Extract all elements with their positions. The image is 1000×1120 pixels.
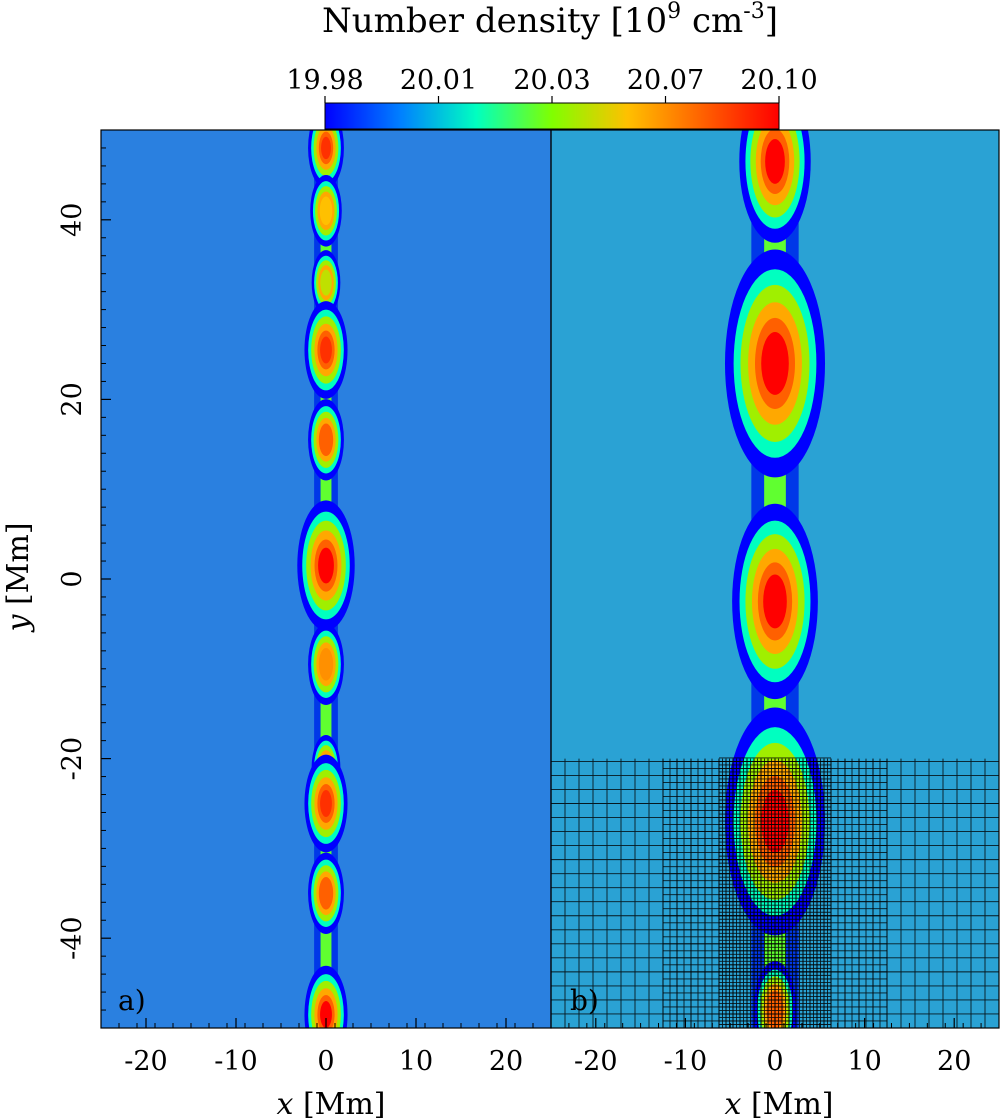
mesh-level	[718, 757, 832, 1028]
amr-mesh-overlay	[551, 757, 999, 1028]
density-blob	[321, 200, 331, 221]
panel-a-filament	[297, 130, 355, 1028]
y-tick-label: -20	[57, 737, 88, 780]
density-blob	[321, 428, 331, 452]
colorbar-ticks: 19.98 20.01 20.03 20.07 20.10	[286, 65, 818, 103]
panel-b: b)	[551, 130, 999, 1028]
y-tick-label: -40	[57, 916, 88, 959]
x-axis-label-panel-a: x [Mm]	[276, 1087, 385, 1120]
x-tick-label: -20	[574, 1046, 617, 1077]
colorbar-tick-label: 20.03	[513, 65, 590, 96]
density-blob	[320, 336, 332, 364]
density-blob	[321, 136, 331, 160]
x-tick-label: 20	[489, 1046, 523, 1077]
x-axis-panel-b: -20 -10 0 10 20	[550, 1018, 1000, 1077]
density-blob	[318, 547, 334, 584]
density-blob	[320, 790, 332, 817]
colorbar-title: Number density [109 cm-3]	[322, 0, 778, 41]
x-axis-label-panel-b: x [Mm]	[724, 1087, 833, 1120]
density-blob	[321, 653, 331, 676]
density-blob	[321, 882, 331, 905]
density-blob	[322, 273, 330, 292]
colorbar: 19.98 20.01 20.03 20.07 20.10	[286, 65, 818, 130]
panel-a-label: a)	[118, 984, 146, 1017]
colorbar-tick-label: 20.10	[740, 65, 817, 96]
y-tick-label: 20	[57, 382, 88, 416]
density-blob	[761, 332, 789, 395]
density-blob	[320, 1001, 332, 1028]
density-blob	[765, 138, 785, 184]
y-axis-label: y [Mm]	[1, 522, 36, 633]
panel-a: a)	[101, 130, 551, 1028]
y-tick-label: 0	[57, 570, 88, 587]
density-blob	[763, 574, 787, 629]
x-tick-label: -10	[214, 1046, 257, 1077]
x-tick-label: 10	[847, 1046, 881, 1077]
y-axis: 40 20 0 -20 -40	[57, 129, 111, 1029]
x-tick-label: 0	[317, 1046, 334, 1077]
panel-b-label: b)	[570, 984, 599, 1017]
colorbar-tick-label: 20.01	[400, 65, 477, 96]
x-tick-label: 20	[937, 1046, 971, 1077]
x-tick-label: 10	[399, 1046, 433, 1077]
colorbar-gradient	[324, 102, 780, 130]
x-tick-label: 0	[766, 1046, 783, 1077]
y-tick-label: 40	[57, 203, 88, 237]
x-axis-panel-a: -20 -10 0 10 20	[100, 1018, 552, 1077]
colorbar-tick-label: 20.07	[627, 65, 704, 96]
colorbar-tick-label: 19.98	[286, 65, 363, 96]
x-tick-label: -10	[664, 1046, 707, 1077]
x-tick-label: -20	[124, 1046, 167, 1077]
